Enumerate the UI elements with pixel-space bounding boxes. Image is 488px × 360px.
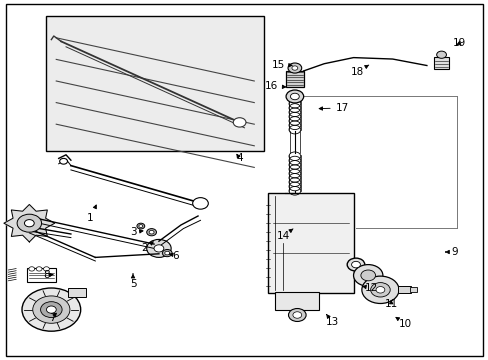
Circle shape — [351, 261, 360, 268]
Circle shape — [137, 223, 144, 229]
Circle shape — [164, 251, 169, 255]
Text: 12: 12 — [362, 283, 378, 293]
Text: 11: 11 — [384, 299, 397, 309]
Bar — [27, 268, 56, 282]
Text: 14: 14 — [276, 229, 292, 241]
Circle shape — [360, 270, 375, 281]
Text: 3: 3 — [129, 227, 142, 237]
Text: 2: 2 — [141, 242, 153, 253]
Bar — [285, 71, 303, 87]
Circle shape — [33, 296, 70, 323]
Polygon shape — [4, 204, 55, 242]
Text: 9: 9 — [445, 247, 457, 257]
Text: 18: 18 — [349, 65, 368, 77]
Text: 7: 7 — [49, 312, 56, 323]
Circle shape — [22, 288, 81, 331]
Circle shape — [287, 63, 301, 73]
Circle shape — [17, 214, 41, 232]
Circle shape — [288, 309, 305, 321]
Text: 19: 19 — [452, 38, 466, 48]
Text: 13: 13 — [325, 314, 339, 327]
Bar — [409, 287, 416, 292]
Bar — [397, 286, 410, 293]
Circle shape — [29, 267, 35, 271]
Circle shape — [291, 66, 297, 70]
Text: 15: 15 — [271, 60, 291, 70]
Circle shape — [361, 276, 398, 303]
Text: 10: 10 — [395, 318, 411, 329]
Bar — [267, 193, 353, 293]
Circle shape — [353, 265, 382, 286]
Text: 6: 6 — [169, 251, 179, 261]
Circle shape — [154, 245, 163, 252]
Circle shape — [36, 267, 42, 271]
Circle shape — [146, 229, 156, 236]
Circle shape — [375, 287, 384, 293]
Circle shape — [149, 230, 154, 234]
Circle shape — [436, 51, 446, 58]
Circle shape — [46, 306, 56, 313]
Text: 17: 17 — [319, 103, 348, 113]
Circle shape — [292, 312, 301, 318]
Circle shape — [162, 249, 172, 257]
Text: 1: 1 — [87, 205, 96, 223]
Circle shape — [346, 258, 364, 271]
Circle shape — [370, 283, 389, 297]
Text: 4: 4 — [236, 153, 243, 163]
Circle shape — [285, 90, 303, 103]
Circle shape — [43, 267, 49, 271]
Bar — [275, 292, 319, 310]
Bar — [46, 16, 264, 151]
Circle shape — [290, 93, 299, 100]
Text: 8: 8 — [43, 270, 53, 280]
Circle shape — [139, 225, 142, 228]
Bar — [68, 288, 85, 297]
Circle shape — [233, 118, 245, 127]
Text: 5: 5 — [129, 274, 136, 289]
Circle shape — [41, 302, 62, 318]
Circle shape — [24, 220, 34, 227]
Circle shape — [192, 198, 208, 209]
Circle shape — [146, 239, 171, 257]
Bar — [433, 57, 448, 69]
Text: 16: 16 — [264, 81, 285, 91]
Circle shape — [60, 158, 67, 164]
